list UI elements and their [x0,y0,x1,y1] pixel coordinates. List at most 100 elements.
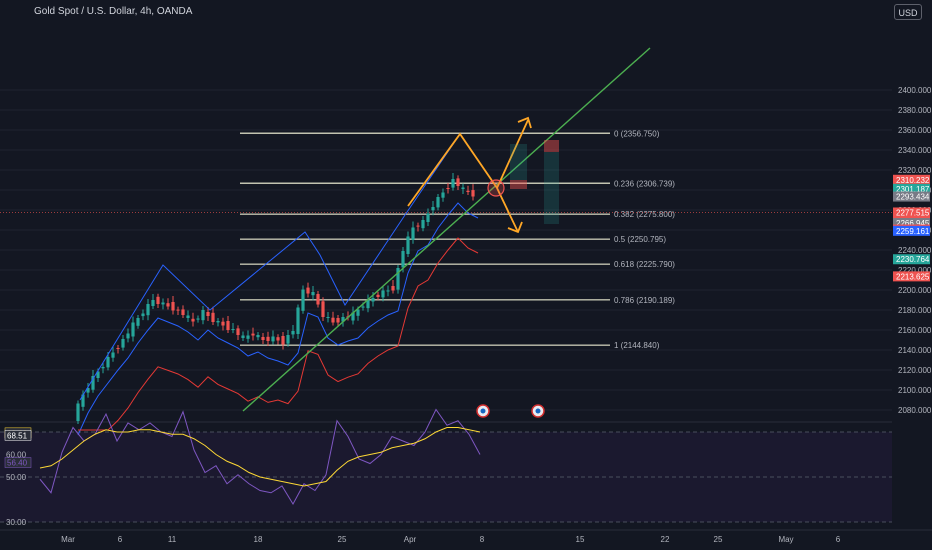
candle-body [311,292,315,296]
fib-level-label: 0.236 (2306.739) [614,179,675,188]
fib-level-label: 1 (2144.840) [614,341,660,350]
candle-body [141,313,145,317]
candle-body [231,329,235,330]
candle-body [116,348,120,349]
price-badge-label: 2259.161 [896,227,930,236]
zigzag-line [79,133,461,401]
candle-body [256,335,260,338]
rsi-line [39,408,481,506]
candle-body [466,190,470,192]
candle-body [101,367,105,369]
fib-level-label: 0.786 (2190.189) [614,296,675,305]
candle-body [81,394,85,407]
candle-body [186,315,190,318]
candle-body [276,337,280,341]
candle-body [246,335,250,339]
candle-body [446,188,450,189]
price-tick-label: 2120.000 [898,366,932,375]
candle-body [96,371,100,378]
stop-box [510,180,527,189]
candle-body [441,192,445,198]
rsi-ma-line [39,427,481,487]
bullish-arrow [496,119,529,189]
candle-body [426,213,430,222]
candle-body [241,335,245,338]
price-tick-label: 2340.000 [898,146,932,155]
time-tick-label: 8 [480,535,485,544]
candle-body [336,318,340,323]
candle-body [321,301,325,317]
price-badge [893,218,930,229]
price-badge-label: 2213.625 [896,272,930,281]
price-tick-label: 2140.000 [898,346,932,355]
currency-button[interactable]: USD [894,4,922,20]
candle-body [351,312,355,321]
candle-body [171,302,175,311]
candle-body [91,376,95,390]
short-position-box [544,152,559,224]
price-tick-label: 2320.000 [898,166,932,175]
price-badge [893,191,930,202]
rsi-tick-label: 30.00 [6,518,27,527]
candle-body [236,328,240,335]
time-tick-label: 11 [168,535,177,544]
candle-body [121,339,125,348]
candle-body [156,296,160,304]
candle-body [436,197,440,208]
price-badge [893,254,930,265]
candle-body [196,318,200,320]
time-tick-label: Mar [61,535,75,544]
price-tick-label: 2220.000 [898,266,932,275]
candle-body [416,225,420,227]
price-badge-label: 2266.945 [896,219,930,228]
price-tick-label: 2400.000 [898,86,932,95]
candle-body [356,309,360,316]
fib-level-label: 0 (2356.750) [614,129,660,138]
price-badge-label: 2230.764 [896,255,930,264]
rsi-badge-label: 68.51 [7,431,28,440]
time-tick-label: May [778,535,793,544]
candle-body [361,306,365,308]
candle-body [126,333,130,339]
price-badge [893,183,930,194]
economic-event-icon-dot [535,408,541,414]
candle-body [216,321,220,323]
candle-body [366,299,370,309]
candle-body [261,337,265,340]
time-tick-label: 25 [338,535,347,544]
candle-body [341,317,345,322]
price-tick-label: 2380.000 [898,106,932,115]
candle-body [136,318,140,326]
candle-body [191,318,195,322]
candle-body [451,179,455,188]
candle-body [76,403,80,421]
economic-event-icon-dot [480,408,486,414]
rsi-badge-label: 56.40 [7,459,28,468]
candle-body [431,207,435,211]
price-tick-label: 2360.000 [898,126,932,135]
candle-body [421,220,425,229]
time-tick-label: 18 [254,535,263,544]
candle-body [176,309,180,311]
candle-body [316,294,320,305]
candle-body [226,321,230,330]
rsi-tick-label: 60.00 [6,451,27,460]
candle-body [456,178,460,186]
candle-body [401,251,405,268]
candle-body [461,187,465,189]
candle-body [146,304,150,316]
time-tick-label: 6 [836,535,841,544]
candle-body [281,336,285,345]
price-tick-label: 2240.000 [898,246,932,255]
price-tick-label: 2180.000 [898,306,932,315]
candle-body [301,289,305,311]
price-badge [893,271,930,282]
candle-body [296,307,300,334]
price-badge [893,174,930,185]
candle-body [326,317,330,318]
price-badge-label: 2277.515 [896,208,930,217]
time-tick-label: 22 [661,535,670,544]
candle-body [106,357,110,368]
time-tick-label: Apr [404,535,417,544]
